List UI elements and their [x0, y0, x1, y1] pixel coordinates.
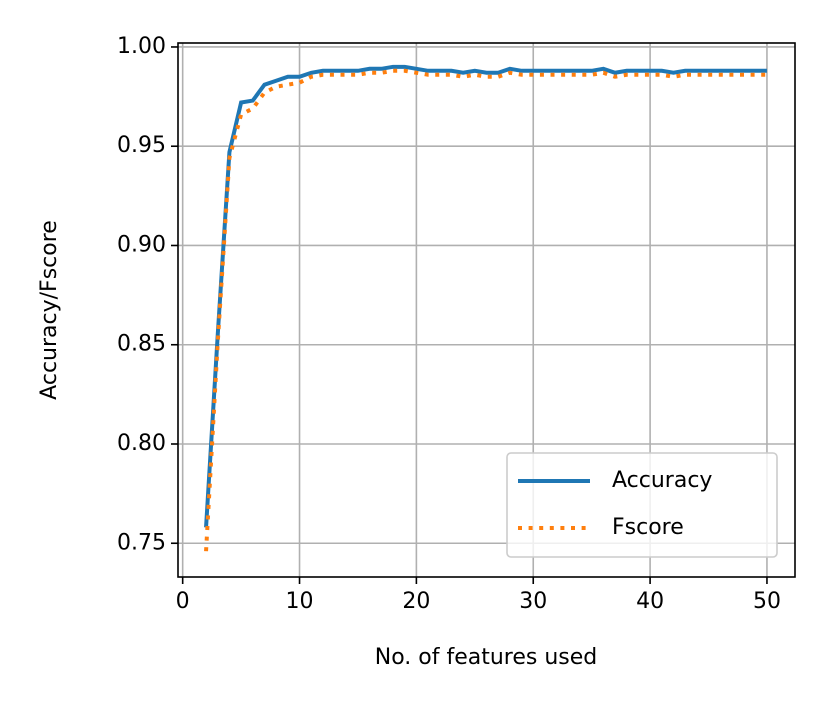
y-tick-label: 1.00 — [117, 34, 166, 59]
plot-frame — [177, 42, 796, 578]
line-series — [204, 64, 767, 528]
x-tick-label: 0 — [176, 589, 190, 614]
y-tick-label: 0.90 — [117, 232, 166, 257]
x-tick-label: 30 — [519, 589, 547, 614]
legend-label: Fscore — [612, 515, 684, 540]
x-axis-label: No. of features used — [375, 645, 598, 670]
x-tick-label: 20 — [402, 589, 430, 614]
y-tick-label: 0.75 — [117, 530, 166, 555]
legend-label: Accuracy — [612, 468, 712, 493]
x-tick-label: 10 — [286, 589, 314, 614]
y-tick-label: 0.95 — [117, 133, 166, 158]
x-tick-label: 50 — [753, 589, 781, 614]
y-tick-label: 0.85 — [117, 332, 166, 357]
y-axis-label: Accuracy/Fscore — [37, 220, 62, 400]
y-tick-label: 0.80 — [117, 431, 166, 456]
x-tick-label: 40 — [636, 589, 664, 614]
